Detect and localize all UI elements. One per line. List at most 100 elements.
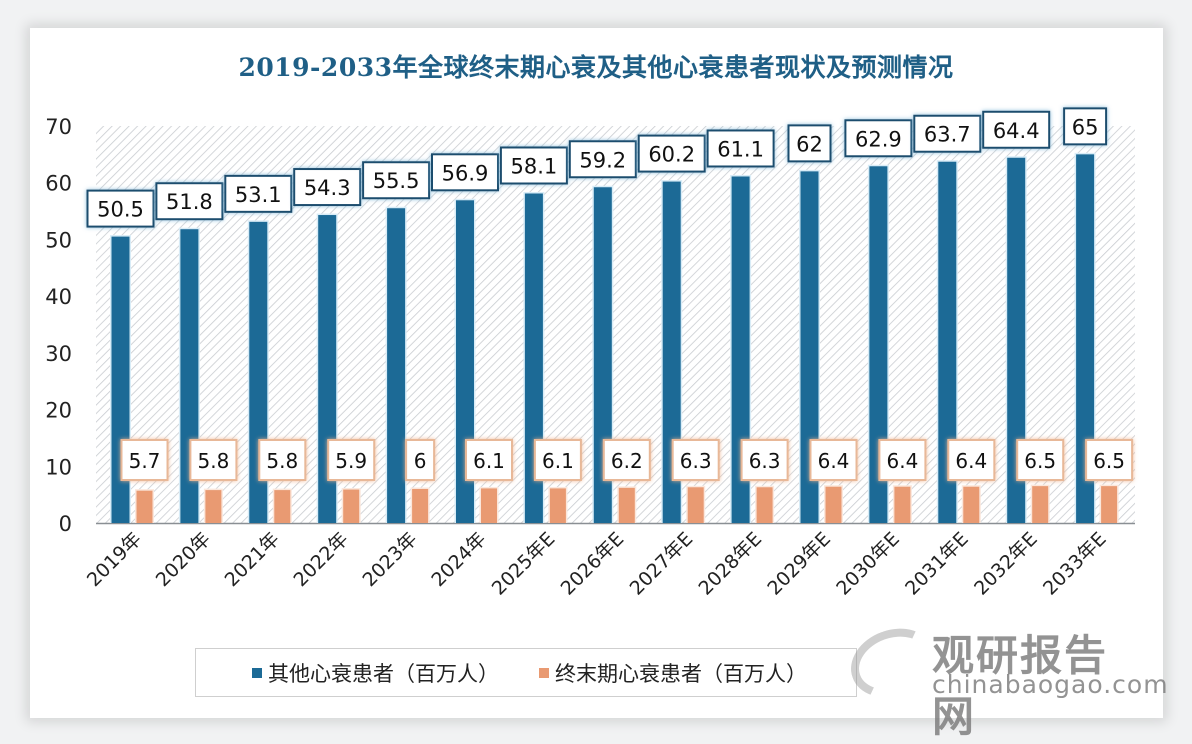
data-label-box — [913, 114, 982, 153]
data-label-end-stage: 5.8 — [197, 449, 229, 473]
data-label-end-stage: 6.3 — [680, 449, 712, 473]
x-tick-label: 2022年 — [290, 528, 353, 591]
data-label-box — [947, 439, 996, 481]
data-label-other: 62.9 — [855, 127, 902, 151]
x-tick-label: 2031年E — [901, 528, 973, 600]
data-label-box — [878, 439, 927, 481]
data-label-box — [499, 146, 568, 185]
data-label-end-stage: 6.1 — [473, 449, 505, 473]
bar-end-stage — [894, 486, 911, 523]
data-label-end-stage: 6.5 — [1093, 449, 1125, 473]
bar-end-stage — [1101, 486, 1118, 523]
x-tick-label: 2030年E — [832, 528, 904, 600]
bar-end-stage — [687, 487, 704, 523]
bar-other — [662, 181, 681, 523]
x-tick-label: 2027年E — [626, 528, 698, 600]
data-label-box — [533, 439, 582, 481]
bar-end-stage — [343, 489, 360, 523]
data-label-other: 58.1 — [511, 154, 558, 178]
data-label-end-stage: 5.8 — [266, 449, 298, 473]
data-label-other: 59.2 — [579, 148, 626, 172]
bar-other — [869, 166, 888, 523]
chart-title: 2019-2033年全球终末期心衰及其他心衰患者现状及预测情况 — [238, 53, 954, 82]
x-tick-label: 2023年 — [358, 528, 421, 591]
legend-swatch-orange — [539, 667, 549, 678]
data-label-box — [155, 182, 224, 221]
series-other-heart-failure: 50.5 51.8 53.1 54.3 55.5 56.9 58.1 59.2 60.2 61.1… — [86, 107, 1108, 524]
legend-label-other: 其他心衰患者（百万人） — [268, 661, 499, 686]
data-label-box — [327, 439, 376, 481]
bar-end-stage — [963, 486, 980, 523]
x-tick-label: 2029年E — [763, 528, 835, 600]
bar-other — [387, 208, 406, 523]
x-tick-label: 2026年E — [557, 528, 629, 600]
data-label-end-stage: 6.2 — [611, 449, 643, 473]
bar-other — [731, 176, 750, 523]
y-tick-label: 0 — [59, 512, 72, 536]
data-label-end-stage: 6.5 — [1024, 449, 1056, 473]
data-label-box — [809, 439, 858, 481]
data-label-end-stage: 5.9 — [335, 449, 367, 473]
data-label-box — [258, 439, 307, 481]
data-label-box — [405, 439, 436, 481]
data-label-box — [86, 189, 155, 228]
x-tick-label: 2033年E — [1039, 528, 1111, 600]
data-label-end-stage: 6.1 — [542, 449, 574, 473]
data-label-box — [1016, 439, 1065, 481]
data-label-other: 50.5 — [97, 198, 144, 222]
bar-end-stage — [1032, 486, 1049, 523]
data-label-end-stage: 6.3 — [749, 449, 781, 473]
data-label-other: 53.1 — [235, 183, 282, 207]
bar-end-stage — [412, 488, 429, 523]
data-label-box — [120, 439, 169, 481]
data-label-box — [740, 439, 789, 481]
bar-end-stage — [756, 487, 773, 523]
data-label-other: 65 — [1072, 115, 1099, 139]
data-label-other: 61.1 — [717, 137, 764, 161]
legend-swatch-blue — [252, 667, 262, 678]
bar-other — [1007, 157, 1026, 523]
data-label-end-stage: 6.4 — [818, 449, 850, 473]
data-label-other: 64.4 — [993, 119, 1040, 143]
bar-other — [938, 161, 957, 524]
data-label-box — [224, 174, 293, 213]
legend-label-end-stage: 终末期心衰患者（百万人） — [555, 661, 807, 686]
data-label-box — [431, 153, 499, 192]
y-tick-label: 30 — [45, 342, 72, 366]
data-label-end-stage: 5.7 — [129, 449, 161, 473]
y-axis: 0 10 20 30 40 50 60 70 — [45, 115, 72, 536]
x-tick-label: 2028年E — [694, 528, 766, 600]
bar-other — [800, 171, 819, 523]
legend-item-other: 其他心衰患者（百万人） — [252, 658, 499, 688]
legend: 其他心衰患者（百万人） 终末期心衰患者（百万人） — [195, 648, 857, 697]
data-label-box — [706, 129, 775, 168]
y-tick-label: 70 — [45, 115, 72, 139]
series-end-stage-heart-failure: 5.7 5.8 5.8 5.9 6 6.1 6.1 6.2 6.3 6.3 6.4 6.4 6.4 6.5… — [120, 439, 1134, 523]
data-label-box — [844, 119, 913, 158]
x-axis: 2019年 2020年 2021年 2022年 2023年 2024年2025年E2026… — [83, 528, 1111, 600]
data-label-box — [787, 124, 832, 163]
data-label-box — [293, 168, 362, 207]
data-label-other: 55.5 — [373, 169, 420, 193]
bar-end-stage — [481, 488, 497, 523]
bar-end-stage — [618, 487, 635, 523]
bar-end-stage — [825, 486, 842, 523]
data-label-other: 62 — [796, 132, 823, 156]
data-label-box — [568, 140, 637, 179]
y-tick-label: 20 — [45, 399, 72, 423]
data-label-other: 60.2 — [648, 143, 695, 167]
bar-other — [1076, 154, 1095, 523]
x-tick-label: 2025年E — [488, 528, 560, 600]
bar-end-stage — [136, 490, 153, 523]
data-label-box — [1063, 107, 1108, 146]
data-label-box — [602, 439, 651, 481]
data-label-other: 51.8 — [166, 190, 213, 214]
data-label-box — [362, 161, 431, 200]
legend-item-end-stage: 终末期心衰患者（百万人） — [539, 658, 807, 688]
data-label-end-stage: 6.4 — [955, 449, 987, 473]
y-tick-label: 60 — [45, 172, 72, 196]
data-label-box — [637, 134, 706, 173]
data-label-other: 63.7 — [924, 123, 971, 147]
bar-end-stage — [274, 490, 291, 523]
